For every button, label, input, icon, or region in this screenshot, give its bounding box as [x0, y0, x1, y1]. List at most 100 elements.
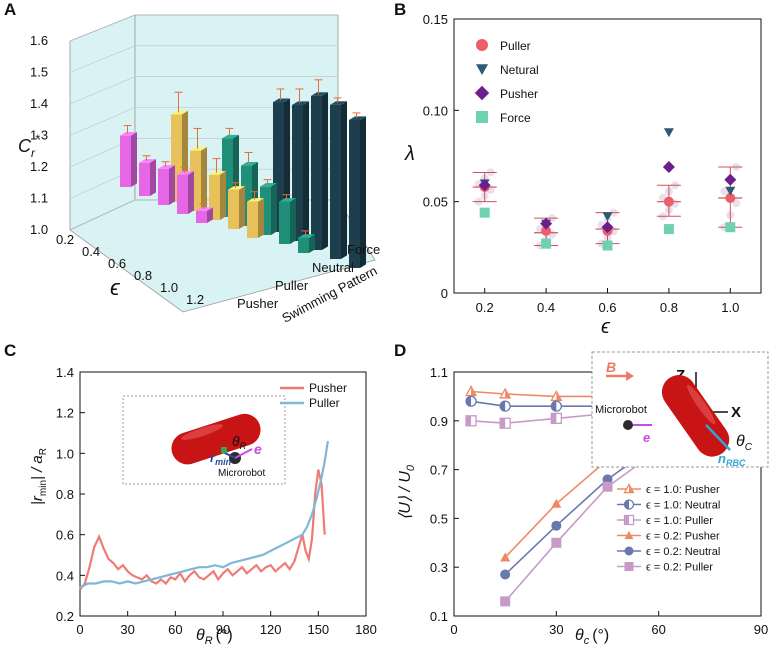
b-legend-marker: [476, 111, 488, 123]
c-y-tick: 1.2: [56, 406, 74, 421]
b-point-pusher: [540, 217, 553, 230]
c-x-tick: 90: [216, 622, 230, 637]
b-legend-marker: [476, 39, 488, 51]
a-gridline: [69, 107, 136, 136]
a-bar-puller-4: [247, 191, 264, 238]
c-line-puller: [79, 440, 329, 589]
c-x-tick: 30: [120, 622, 134, 637]
a-bar-pusher-3: [177, 167, 194, 214]
b-ylabel: λ: [404, 143, 415, 165]
b-y-tick: 0.15: [423, 12, 448, 27]
d-inset-n-arrow: [705, 424, 731, 451]
c-x-tick: 150: [307, 622, 329, 637]
a-gridline: [69, 76, 136, 105]
a-y-tick: 1.1: [30, 191, 48, 206]
d-inset-b: B: [606, 359, 616, 375]
a-gridline: [69, 14, 136, 42]
c-y-tick: 0.8: [56, 487, 74, 502]
a-y-tick: 1.5: [30, 65, 48, 80]
c-x-tick: 60: [168, 622, 182, 637]
b-point-pusher: [724, 173, 737, 186]
a-pattern-tick: Pusher: [237, 296, 279, 311]
d-legend-label: ϵ = 0.2: Puller: [646, 562, 713, 574]
d-line: [504, 449, 660, 602]
c-inset-e-arrow: [234, 448, 253, 459]
d-point: [551, 498, 562, 508]
a-y-tick: 1.0: [30, 222, 48, 237]
d-xlabel: θc (°): [575, 627, 609, 646]
d-point: [499, 400, 511, 412]
d-point: [500, 552, 511, 562]
d-inset-sphere: [623, 420, 633, 430]
b-point-pusher: [662, 160, 675, 173]
c-x-tick: 180: [355, 622, 377, 637]
b-legend-marker: [474, 85, 490, 101]
b-x-tick: 1.0: [721, 300, 739, 315]
a-bar-puller-3: [228, 182, 245, 229]
b-x-tick: 0.8: [660, 300, 678, 315]
a-bar-puller-1: [190, 127, 207, 211]
b-point-force: [663, 224, 674, 235]
a-eps-tick: 1.0: [160, 280, 178, 295]
a-bar-neutral-2: [260, 179, 277, 235]
b-x-tick: 0.2: [476, 300, 494, 315]
c-inset-theta: θR: [232, 433, 247, 451]
d-point: [551, 537, 562, 548]
b-point-pusher: [478, 179, 491, 192]
d-y-tick: 0.9: [430, 414, 448, 429]
panel-label-b: B: [394, 0, 406, 19]
b-faded-point: [720, 187, 729, 196]
d-y-tick: 0.3: [430, 560, 448, 575]
c-ylabel: |rmin| / aR: [29, 448, 49, 505]
b-point-netural: [725, 186, 736, 196]
d-legend-label: ϵ = 0.2: Neutral: [646, 546, 720, 558]
c-inset-r: rmin: [210, 450, 232, 467]
d-y-tick: 0.1: [430, 609, 448, 624]
a-bar-force-1: [292, 88, 309, 242]
d-legend-marker: [623, 483, 635, 494]
chart-c: 0 30 60 90 120 150 180 0.2 0.4 0.6 0.8 1.0 1.2 1.4 θR…: [29, 365, 377, 646]
d-point: [500, 596, 511, 607]
d-legend-marker: [623, 514, 635, 526]
d-y-tick: 0.5: [430, 511, 448, 526]
a-eps-tick: 0.8: [134, 268, 152, 283]
b-y-tick: 0: [441, 286, 448, 301]
d-point: [465, 395, 477, 407]
d-x-tick: 0: [450, 622, 457, 637]
b-xlabel: ϵ: [601, 316, 611, 338]
c-x-tick: 120: [260, 622, 282, 637]
a-pattern-tick: Neutral: [312, 260, 354, 275]
d-x-tick: 30: [549, 622, 563, 637]
d-point: [464, 385, 478, 397]
d-point: [551, 520, 562, 531]
a-bar-pusher-4: [196, 203, 213, 223]
b-point-force: [602, 240, 613, 251]
a-bar-force-4: [349, 112, 366, 269]
b-point-force: [725, 222, 736, 233]
a-pattern-tick: Force: [347, 242, 380, 257]
c-y-tick: 0.4: [56, 568, 74, 583]
d-point: [465, 415, 477, 427]
d-inset-microbot: Microrobot: [595, 404, 647, 416]
a-y-tick: 1.2: [30, 159, 48, 174]
d-inset-n: nRBC: [718, 451, 746, 468]
d-ylabel: ⟨U⟩ / U0: [397, 464, 417, 520]
b-legend-label: Puller: [500, 39, 531, 53]
b-point-pusher: [601, 221, 614, 234]
d-legend-marker: [624, 531, 634, 540]
a-bar-pusher-1: [139, 155, 156, 196]
d-inset-theta: θC: [736, 433, 753, 453]
b-point-puller: [725, 193, 736, 204]
a-eps-tick: 1.2: [186, 292, 204, 307]
d-inset-b-head: [626, 371, 634, 381]
d-point: [499, 387, 512, 399]
d-point: [499, 417, 511, 429]
a-bar-neutral-4: [298, 230, 315, 253]
d-inset-e: e: [643, 430, 650, 445]
b-x-tick: 0.4: [537, 300, 555, 315]
a-pattern-tick: Puller: [275, 278, 309, 293]
c-inset-contact: [221, 447, 227, 453]
b-legend-label: Force: [500, 111, 531, 125]
chart-a: 1.0 1.1 1.2 1.3 1.4 1.5 1.6 0.2 0.4 0.6 0.8 1.0 1.2 P…: [18, 14, 380, 326]
b-y-tick: 0.05: [423, 195, 448, 210]
